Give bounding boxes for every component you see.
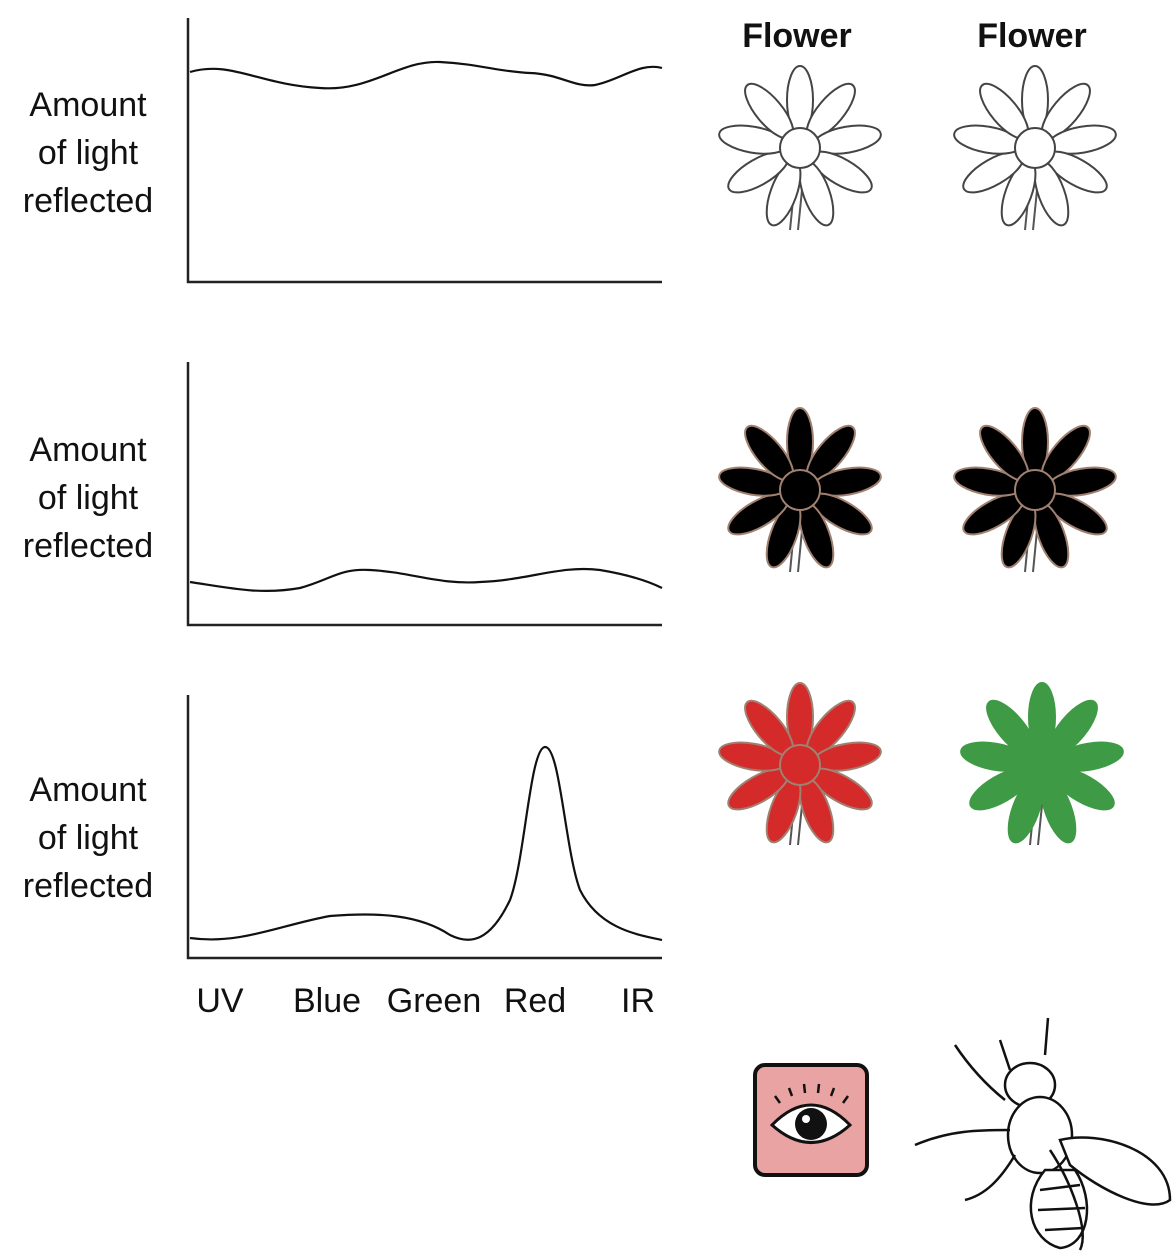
y-label: reflected	[23, 867, 153, 905]
x-label: Red	[504, 982, 566, 1020]
x-label: Blue	[293, 982, 361, 1020]
column-header: Flower	[977, 17, 1087, 55]
axis	[186, 695, 662, 960]
flower-green	[957, 682, 1127, 848]
y-label: Amount	[29, 431, 147, 469]
y-label: of light	[38, 479, 139, 517]
y-label: of light	[38, 134, 139, 172]
column-header: Flower	[742, 17, 852, 55]
reflectance-curve	[189, 60, 663, 90]
y-label: Amount	[29, 771, 147, 809]
y-label: reflected	[23, 527, 153, 565]
x-label: IR	[621, 982, 655, 1020]
reflectance-curve	[189, 567, 663, 593]
x-label: UV	[196, 982, 244, 1020]
bee-illustration	[914, 1017, 1172, 1251]
x-label: Green	[387, 982, 482, 1020]
axis	[186, 362, 662, 627]
y-label: reflected	[23, 182, 153, 220]
axis	[186, 18, 662, 284]
y-label: of light	[38, 819, 139, 857]
reflectance-curve	[189, 745, 663, 942]
human-eye-icon	[753, 1063, 869, 1177]
y-label: Amount	[29, 86, 147, 124]
